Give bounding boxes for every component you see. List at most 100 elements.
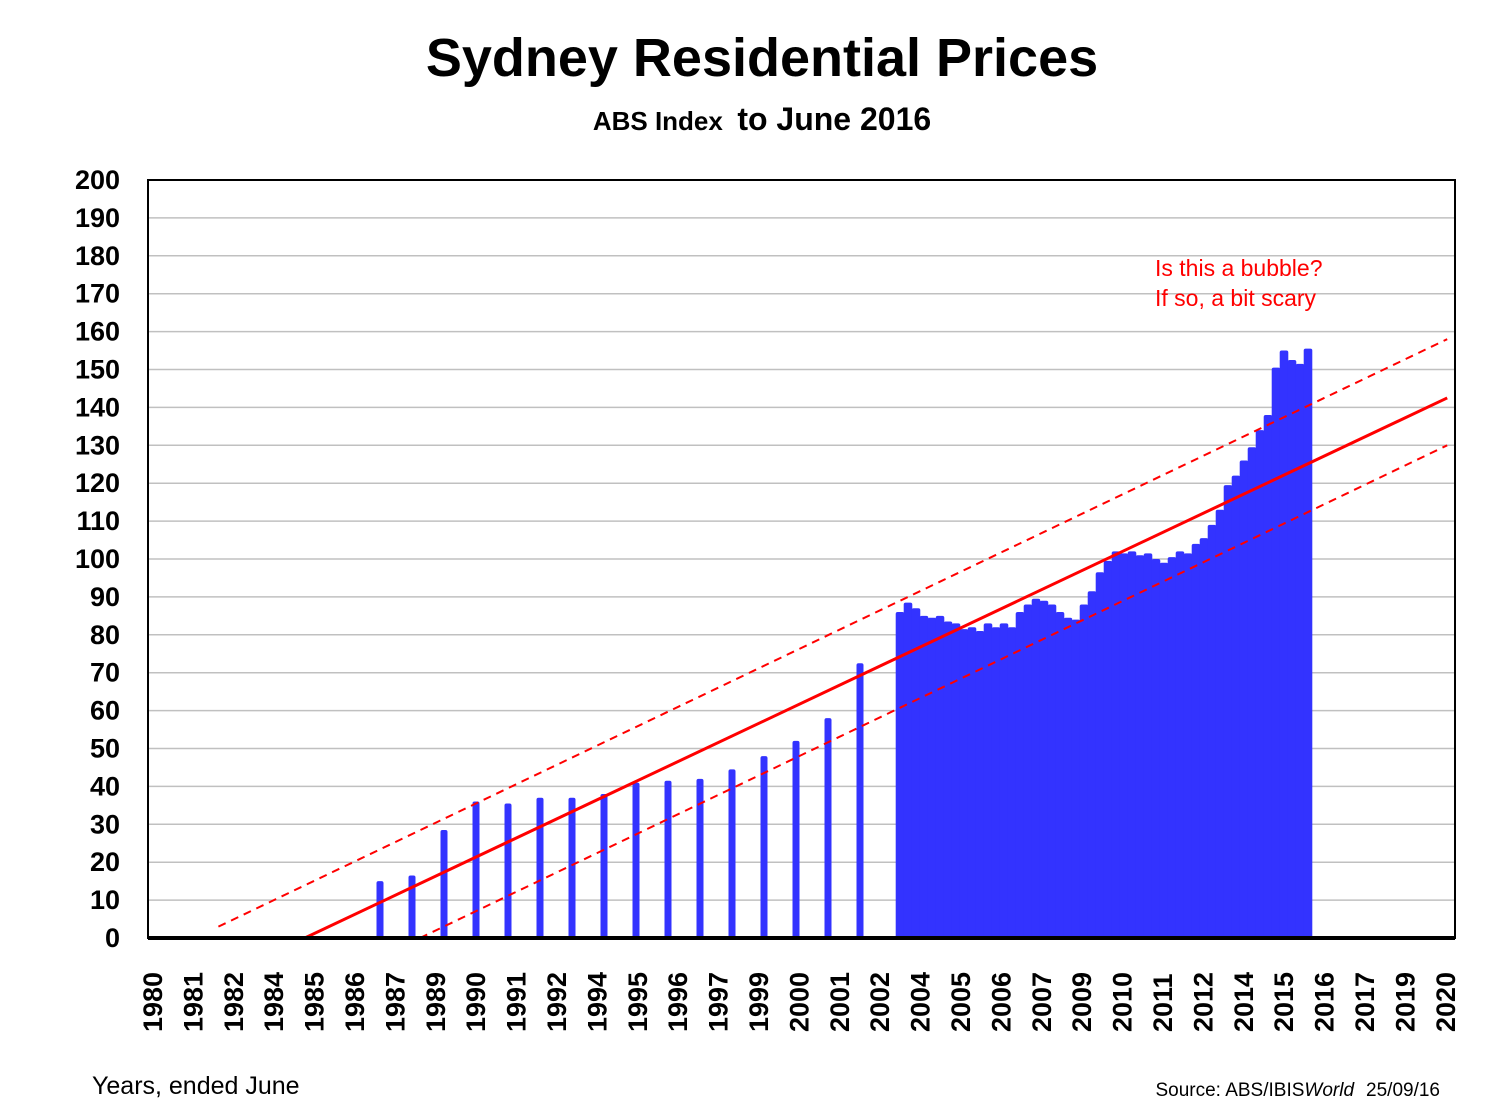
- bar-quarterly: [1039, 600, 1049, 938]
- x-tick-labels: 1980 1981 1982 1984 1985 1986 1987 1989 1990 1991…: [138, 972, 1461, 1032]
- x-tick-label: 1990: [461, 972, 491, 1032]
- x-tick-label: 1982: [219, 972, 249, 1032]
- x-tick-label: 1989: [421, 972, 451, 1032]
- bar-quarterly: [943, 621, 953, 938]
- x-tick-label: 2002: [865, 972, 895, 1032]
- bar-quarterly: [1231, 475, 1241, 938]
- bar-annual: [504, 803, 512, 938]
- y-tick-label: 200: [75, 165, 120, 195]
- bar-annual: [664, 780, 672, 938]
- x-tick-label: 1980: [138, 972, 168, 1032]
- x-tick-label: 1986: [340, 972, 370, 1032]
- bar-quarterly: [1223, 485, 1233, 938]
- bars: [376, 348, 1313, 939]
- bar-quarterly: [911, 608, 921, 938]
- x-tick-label: 1985: [300, 972, 330, 1032]
- x-tick-label: 2007: [1027, 972, 1057, 1032]
- y-tick-label: 170: [75, 279, 120, 309]
- x-tick-label: 2012: [1188, 972, 1218, 1032]
- y-tick-label: 180: [75, 241, 120, 271]
- bar-quarterly: [983, 623, 993, 938]
- bar-quarterly: [1287, 360, 1297, 938]
- bar-quarterly: [927, 617, 937, 938]
- bar-quarterly: [903, 602, 913, 938]
- bar-annual: [792, 740, 800, 938]
- x-tick-label: 1987: [380, 972, 410, 1032]
- y-tick-label: 130: [75, 430, 120, 460]
- y-tick-label: 0: [105, 923, 120, 953]
- y-tick-label: 160: [75, 317, 120, 347]
- y-tick-label: 110: [76, 506, 120, 536]
- chart-title: Sydney Residential Prices: [426, 28, 1098, 88]
- bar-quarterly: [1111, 551, 1121, 938]
- bar-quarterly: [1135, 555, 1145, 938]
- bar-quarterly: [935, 615, 945, 938]
- bar-quarterly: [1015, 612, 1025, 938]
- bar-quarterly: [1167, 557, 1177, 938]
- bar-quarterly: [1023, 604, 1033, 938]
- bar-quarterly: [1143, 553, 1153, 938]
- bar-quarterly: [1103, 560, 1113, 938]
- y-tick-label: 70: [90, 658, 120, 688]
- bar-quarterly: [1087, 591, 1097, 938]
- y-tick-label: 120: [75, 468, 120, 498]
- y-tick-label: 10: [90, 885, 120, 915]
- source-prefix: Source: ABS/IBIS: [1155, 1080, 1304, 1101]
- source-italic: World: [1304, 1080, 1355, 1101]
- x-tick-label: 2010: [1108, 972, 1138, 1032]
- subtitle-part1: ABS Index: [593, 106, 724, 136]
- x-tick-label: 2004: [906, 972, 936, 1032]
- y-tick-label: 20: [90, 847, 120, 877]
- bar-annual: [728, 769, 736, 938]
- x-tick-label: 2001: [825, 972, 855, 1032]
- x-tick-label: 2000: [784, 972, 814, 1032]
- x-axis-label: Years, ended June: [92, 1072, 300, 1100]
- bar-quarterly: [1295, 363, 1305, 938]
- y-tick-label: 140: [75, 392, 120, 422]
- bar-quarterly: [1031, 598, 1041, 938]
- y-tick-label: 40: [90, 771, 120, 801]
- x-tick-label: 2019: [1390, 972, 1420, 1032]
- bar-quarterly: [1191, 543, 1201, 938]
- trend-line: [304, 396, 1448, 940]
- x-tick-label: 1992: [542, 972, 572, 1032]
- y-tick-label: 80: [90, 620, 120, 650]
- bar-quarterly: [1151, 559, 1161, 938]
- x-tick-label: 2014: [1229, 972, 1259, 1032]
- trend-lines: [217, 338, 1448, 940]
- source-note: Source: ABS/IBISWorld 25/09/16: [1155, 1080, 1440, 1101]
- bar-quarterly: [1175, 551, 1185, 938]
- gridlines: [148, 179, 1455, 901]
- x-tick-label: 1981: [178, 972, 208, 1032]
- bar-annual: [632, 782, 640, 938]
- bar-quarterly: [1159, 562, 1169, 938]
- y-tick-label: 50: [90, 734, 120, 764]
- bar-quarterly: [895, 612, 905, 938]
- x-tick-label: 2015: [1269, 972, 1299, 1032]
- bar-quarterly: [1215, 509, 1225, 938]
- bar-annual: [440, 829, 448, 938]
- bar-annual: [568, 797, 576, 938]
- bar-quarterly: [1047, 604, 1057, 938]
- bar-quarterly: [1303, 348, 1313, 938]
- bar-quarterly: [1247, 447, 1257, 938]
- bar-quarterly: [1063, 617, 1073, 938]
- y-tick-label: 100: [75, 544, 120, 574]
- x-tick-label: 2016: [1310, 972, 1340, 1032]
- bar-quarterly: [1263, 414, 1273, 939]
- bar-quarterly: [1255, 430, 1265, 938]
- trend-band-line: [217, 338, 1448, 928]
- chart-subtitle: ABS Index to June 2016: [593, 101, 931, 137]
- bar-annual: [696, 778, 704, 938]
- x-tick-label: 1999: [744, 972, 774, 1032]
- bar-quarterly: [1095, 572, 1105, 938]
- y-tick-label: 30: [90, 809, 120, 839]
- bar-quarterly: [1199, 538, 1209, 938]
- bar-quarterly: [951, 623, 961, 938]
- bar-quarterly: [967, 627, 977, 938]
- x-tick-label: 2017: [1350, 972, 1380, 1032]
- subtitle-part2: to June 2016: [737, 101, 931, 137]
- bar-quarterly: [1279, 350, 1289, 938]
- x-tick-label: 1995: [623, 972, 653, 1032]
- bar-annual: [408, 875, 416, 938]
